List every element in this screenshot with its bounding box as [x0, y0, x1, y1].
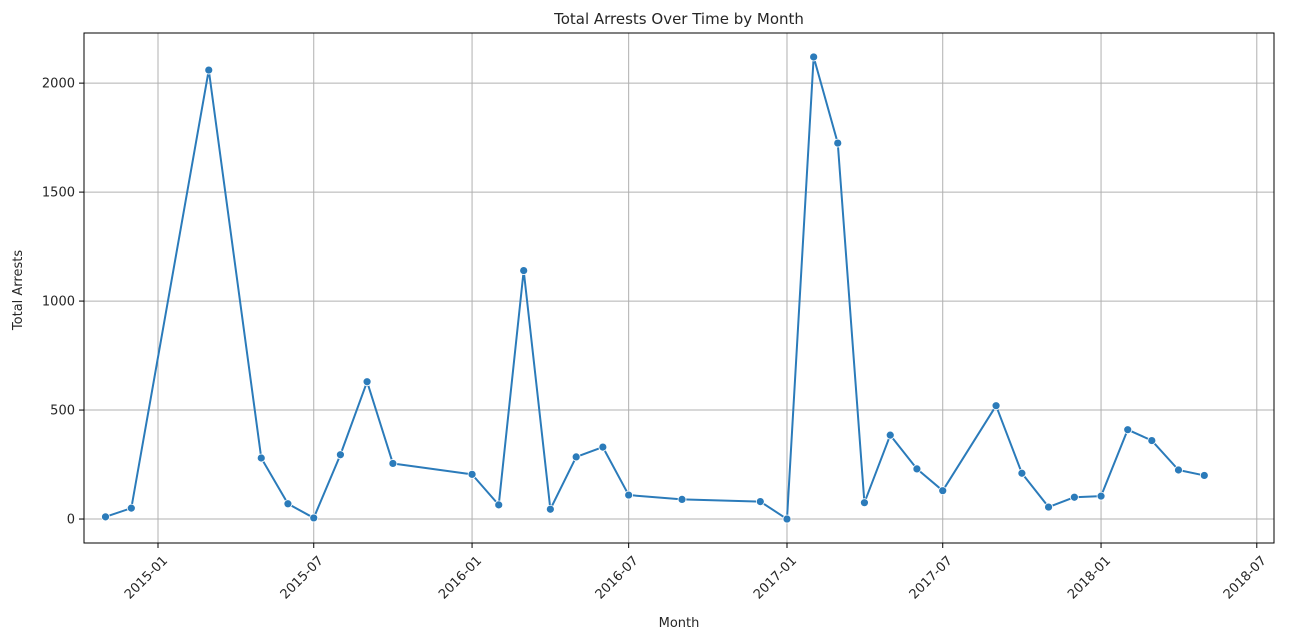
data-point — [545, 504, 555, 514]
data-point — [1174, 465, 1183, 475]
y-tick-label: 500 — [50, 404, 75, 419]
data-point — [938, 486, 948, 496]
data-point — [833, 138, 843, 148]
x-tick-label: 2017-01 — [751, 553, 800, 602]
data-point — [1096, 491, 1106, 501]
x-tick-label: 2015-07 — [278, 553, 327, 602]
plot-frame — [83, 32, 1275, 544]
data-point — [467, 469, 477, 479]
data-point — [309, 513, 319, 523]
axes-layer — [83, 32, 1275, 544]
data-point — [860, 498, 869, 508]
y-tick-label: 1000 — [42, 295, 75, 310]
ticks-layer: 0 500 1000 1500 2000 2015-01 2015-07 2016-01 201… — [42, 77, 1270, 603]
data-point — [126, 503, 136, 513]
data-point — [782, 514, 792, 524]
data-point — [256, 453, 266, 463]
data-point — [624, 490, 634, 500]
data-point — [1147, 436, 1157, 445]
y-tick-label: 2000 — [42, 77, 75, 92]
grid-layer — [84, 33, 1274, 543]
chart-title: Total Arrests Over Time by Month — [553, 10, 804, 28]
data-point — [598, 442, 608, 452]
data-point — [1123, 425, 1133, 435]
data-point — [571, 452, 581, 462]
data-point — [809, 52, 819, 62]
data-point — [101, 512, 110, 522]
x-tick-label: 2018-01 — [1065, 553, 1114, 602]
data-point — [494, 500, 504, 510]
data-point — [1017, 468, 1027, 478]
data-point — [388, 459, 398, 468]
data-point — [912, 464, 922, 474]
x-tick-label: 2016-07 — [593, 553, 642, 602]
x-axis-label: Month — [659, 616, 700, 631]
data-point — [362, 377, 372, 387]
data-point — [1199, 471, 1209, 480]
data-point — [991, 401, 1001, 411]
series-layer — [101, 52, 1209, 524]
data-point — [1044, 502, 1053, 512]
data-point — [283, 499, 293, 509]
x-tick-label: 2016-01 — [436, 553, 485, 602]
data-point — [677, 495, 687, 504]
x-tick-label: 2015-01 — [122, 553, 171, 602]
data-point — [1069, 492, 1079, 502]
data-point — [755, 497, 765, 506]
data-point — [336, 450, 345, 460]
x-tick-label: 2018-07 — [1221, 553, 1270, 602]
data-point — [204, 65, 214, 75]
y-tick-label: 0 — [67, 513, 75, 528]
data-point — [885, 430, 895, 440]
y-tick-label: 1500 — [42, 186, 75, 201]
data-point — [519, 266, 529, 275]
x-tick-label: 2017-07 — [907, 553, 956, 602]
y-axis-label: Total Arrests — [11, 250, 26, 331]
series-line — [105, 55, 1205, 521]
